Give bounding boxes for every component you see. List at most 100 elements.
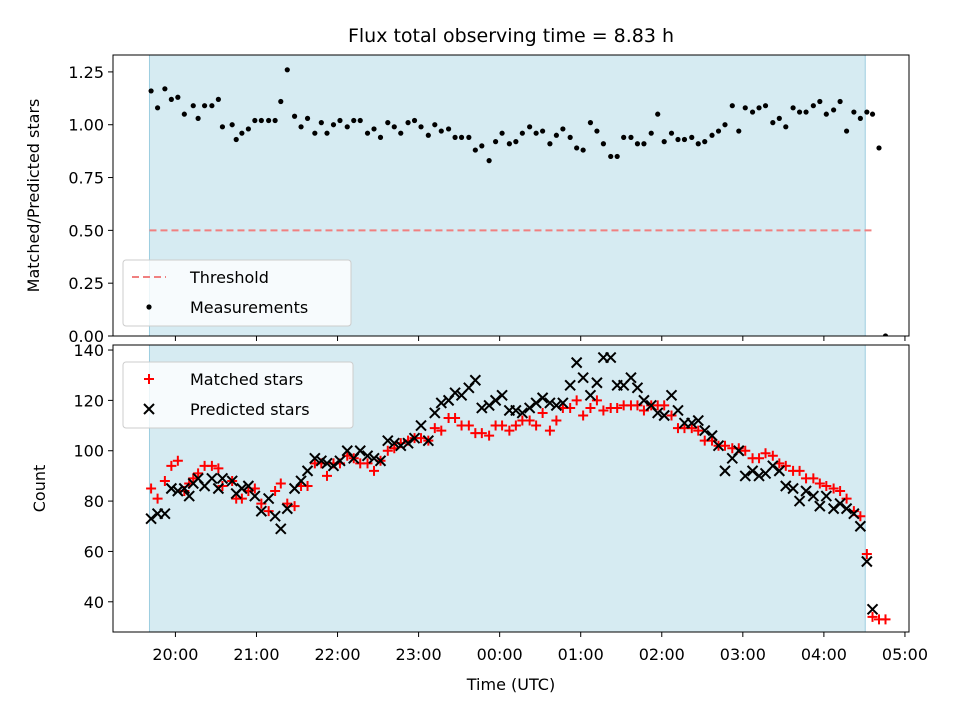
measurement-point (749, 109, 756, 115)
measurement-point (458, 134, 465, 140)
predicted-star-point (483, 399, 495, 412)
measurement-point (722, 122, 728, 128)
matched-star-point (270, 486, 281, 497)
measurement-point (709, 132, 715, 138)
predicted-star-point (476, 402, 488, 414)
matched-star-point (321, 470, 332, 481)
measurement-point (195, 115, 201, 121)
predicted-star-point (787, 482, 799, 495)
legend-measurement-swatch (146, 304, 152, 310)
predicted-star-point (262, 492, 275, 505)
measurement-point (857, 115, 863, 121)
matched-star-point (275, 478, 286, 489)
measurement-point (681, 136, 688, 143)
matched-star-point (289, 501, 300, 512)
measurement-point (506, 141, 512, 147)
predicted-star-point (604, 351, 617, 364)
matched-star-point (263, 506, 274, 517)
predicted-star-point (820, 490, 833, 502)
measurement-point (796, 109, 803, 115)
measurement-point (882, 333, 889, 336)
x-tick-label: 02:00 (639, 645, 685, 664)
predicted-star-point (638, 394, 650, 407)
measurement-point (229, 122, 235, 128)
measurement-point (527, 124, 533, 130)
matched-star-point (152, 493, 163, 504)
measurement-point (209, 103, 215, 109)
predicted-star-point (692, 414, 704, 427)
y-tick-label: 140 (73, 341, 104, 360)
matched-star-point (236, 493, 247, 504)
measurement-point (385, 120, 391, 126)
measurement-point (337, 117, 343, 124)
predicted-star-point (834, 497, 846, 510)
matched-star-point (861, 548, 872, 559)
predicted-star-point (665, 389, 678, 402)
measurement-point (252, 117, 258, 124)
measurement-point (655, 111, 661, 117)
measurement-point (181, 111, 187, 117)
matched-star-point (612, 402, 623, 413)
measurement-point (587, 120, 594, 126)
matched-star-point (436, 425, 447, 436)
predicted-star-point (686, 417, 698, 429)
predicted-star-point (814, 500, 826, 512)
predicted-star-point (354, 445, 366, 457)
predicted-star-point (625, 372, 637, 384)
measurement-point (344, 124, 350, 130)
predicted-star-point (780, 480, 792, 492)
axes-frame (112, 344, 910, 633)
measurement-point (304, 115, 311, 121)
measurement-point (668, 130, 675, 136)
predicted-star-point (530, 397, 542, 409)
measurement-point (499, 130, 505, 136)
measurement-point (513, 139, 519, 145)
measurement-point (258, 117, 264, 124)
measurement-point (266, 117, 272, 124)
measurement-point (148, 88, 154, 94)
measurement-point (466, 134, 472, 140)
predicted-star-point (584, 389, 597, 402)
matched-star-point (571, 395, 582, 406)
predicted-star-point (489, 394, 502, 407)
measurement-point (810, 103, 816, 109)
y-tick-label: 60 (84, 542, 104, 561)
predicted-star-point (564, 379, 576, 391)
y-tick-label: 100 (73, 442, 104, 461)
x-tick-label: 03:00 (720, 645, 766, 664)
predicted-star-point (861, 555, 873, 568)
predicted-star-point (658, 409, 670, 422)
predicted-star-point (577, 372, 589, 384)
measurement-point (762, 103, 769, 109)
x-tick-label: 05:00 (882, 645, 928, 664)
predicted-star-point (374, 455, 387, 467)
matched-star-point (463, 420, 474, 431)
matched-star-point (484, 430, 495, 441)
measurement-point (689, 134, 695, 140)
measurement-point (580, 147, 586, 153)
predicted-star-point (739, 470, 751, 482)
predicted-star-point (327, 460, 340, 472)
matched-star-point (740, 445, 751, 456)
measurement-point (803, 109, 809, 115)
measurement-point (608, 153, 614, 160)
predicted-star-point (281, 502, 293, 515)
measurement-point (876, 145, 882, 151)
measurement-point (215, 96, 221, 102)
matched-star-point (429, 423, 440, 434)
measurement-point (318, 120, 324, 126)
legend: Threshold Measurements (122, 259, 352, 327)
measurement-point (162, 86, 168, 92)
matched-star-point (369, 465, 380, 476)
measurement-point (190, 103, 196, 109)
matched-star-point (146, 483, 157, 494)
measurement-point (574, 145, 580, 151)
predicted-star-point (295, 475, 307, 487)
measurement-point (445, 126, 452, 132)
measurement-point (864, 109, 870, 115)
measurement-point (219, 124, 226, 130)
predicted-star-point (382, 434, 394, 447)
predicted-star-point (315, 455, 328, 467)
matched-star-point (659, 400, 670, 411)
matched-star-point (841, 493, 852, 504)
